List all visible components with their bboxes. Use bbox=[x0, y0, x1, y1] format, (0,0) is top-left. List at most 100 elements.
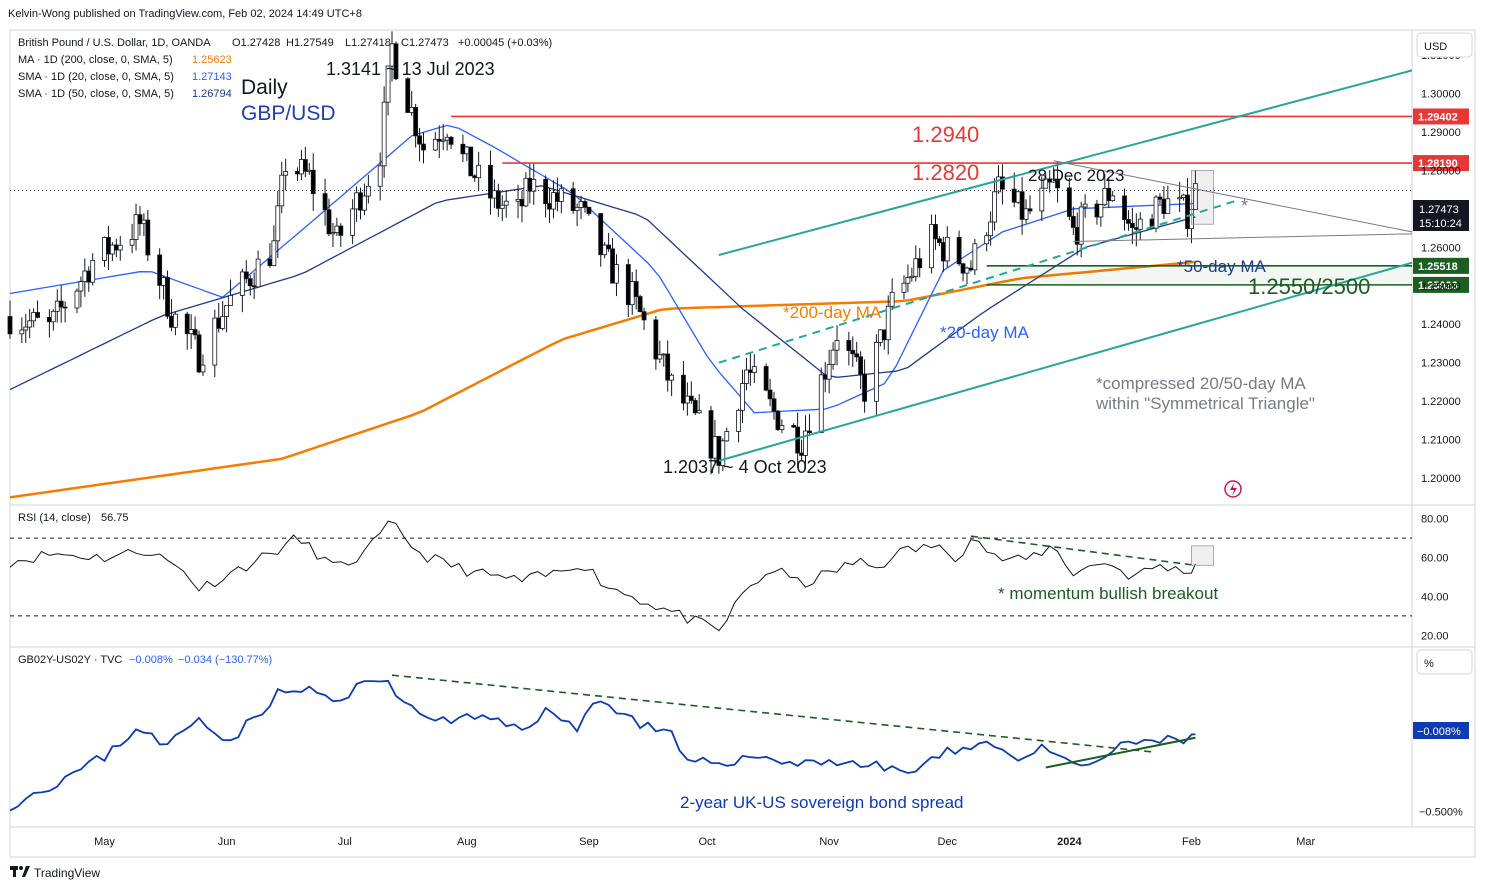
spread-legend[interactable]: GB02Y-US02Y · TVC bbox=[18, 654, 122, 666]
candle-up bbox=[740, 383, 745, 411]
candle-down bbox=[653, 319, 659, 360]
candle-down bbox=[791, 425, 797, 428]
level-tag-text: 1.25518 bbox=[1418, 261, 1458, 273]
candle-down bbox=[625, 264, 631, 306]
symbol-title[interactable]: British Pound / U.S. Dollar, 1D, OANDA bbox=[18, 37, 211, 49]
candle-up bbox=[161, 277, 166, 286]
footer-brand: TradingView bbox=[34, 866, 100, 880]
rsi-line bbox=[9, 520, 1196, 632]
candle-down bbox=[137, 214, 143, 225]
candle-up bbox=[818, 374, 824, 433]
candle-down bbox=[767, 389, 773, 400]
sma20-legend[interactable]: SMA · 1D (20, close, 0, SMA, 5) bbox=[18, 71, 174, 83]
candle-down bbox=[413, 107, 419, 137]
candle-up bbox=[669, 374, 675, 381]
candle-down bbox=[1011, 188, 1017, 203]
candle-up bbox=[531, 179, 537, 192]
candle-down bbox=[641, 311, 647, 321]
candle-up bbox=[984, 235, 990, 245]
spread-unit-button[interactable] bbox=[1416, 649, 1473, 675]
annotation-r1: 1.2940 bbox=[912, 122, 979, 147]
spread-downtrend-line bbox=[391, 674, 1153, 753]
last-price-tag bbox=[1413, 200, 1469, 231]
candle-up bbox=[515, 198, 521, 202]
candle-down bbox=[940, 242, 946, 262]
timeframe-label: Daily bbox=[241, 76, 288, 99]
spread-unit-label: % bbox=[1424, 658, 1434, 670]
ma200-legend[interactable]: MA · 1D (200, close, 0, SMA, 5) bbox=[18, 54, 173, 66]
sma50-legend[interactable]: SMA · 1D (50, close, 0, SMA, 5) bbox=[18, 88, 174, 100]
candle-down bbox=[165, 277, 170, 317]
candle-down bbox=[933, 224, 938, 240]
candle-up bbox=[365, 185, 371, 197]
candle-down bbox=[86, 270, 92, 283]
candle-down bbox=[960, 263, 966, 274]
candle-down bbox=[799, 452, 804, 456]
candle-down bbox=[1094, 203, 1100, 218]
tradingview-logo[interactable] bbox=[10, 866, 30, 877]
annotation-star: * bbox=[1241, 196, 1248, 216]
candle-up bbox=[1165, 198, 1171, 214]
annotation-ma200: *200-day MA bbox=[783, 303, 882, 322]
candle-up bbox=[661, 353, 667, 356]
annotation-note-line2: within "Symmetrical Triangle" bbox=[1095, 394, 1315, 413]
ohlc-change: +0.00045 (+0.03%) bbox=[458, 37, 552, 49]
candle-up bbox=[212, 317, 218, 366]
candle-up bbox=[377, 165, 383, 187]
candle-up bbox=[78, 281, 84, 292]
candle-down bbox=[610, 248, 615, 284]
candle-down bbox=[46, 317, 52, 323]
candle-up bbox=[491, 190, 497, 199]
candle-up bbox=[362, 195, 367, 211]
candle-up bbox=[736, 409, 741, 432]
x-tick-label: Jun bbox=[218, 836, 236, 848]
candle-up bbox=[354, 192, 359, 210]
candle-down bbox=[35, 312, 40, 318]
candle-down bbox=[570, 188, 576, 211]
candle-up bbox=[1039, 187, 1045, 212]
candle-down bbox=[184, 313, 190, 335]
level-tag-text: 1.25023 bbox=[1418, 280, 1458, 292]
level-tag-text: 1.28190 bbox=[1418, 158, 1458, 170]
candle-up bbox=[228, 295, 233, 306]
candle-up bbox=[499, 204, 505, 209]
candle-up bbox=[476, 164, 482, 179]
candle-up bbox=[826, 364, 832, 380]
candle-up bbox=[901, 282, 907, 293]
candle-up bbox=[50, 310, 56, 323]
x-tick-label: Sep bbox=[579, 836, 599, 848]
candle-down bbox=[1129, 222, 1135, 229]
spread-tick-label: −0.500% bbox=[1419, 806, 1463, 818]
currency-button[interactable] bbox=[1416, 32, 1473, 58]
rsi-tick-label: 20.00 bbox=[1421, 630, 1449, 642]
candle-down bbox=[169, 315, 174, 328]
candle-up bbox=[141, 219, 147, 225]
candle-up bbox=[720, 440, 726, 466]
candle-up bbox=[117, 244, 123, 251]
candle-up bbox=[602, 244, 608, 256]
candle-down bbox=[405, 78, 411, 113]
candle-up bbox=[275, 205, 281, 242]
y-tick-label: 1.23000 bbox=[1421, 358, 1461, 370]
candle-down bbox=[858, 356, 864, 375]
candle-up bbox=[385, 65, 391, 103]
candle-down bbox=[956, 237, 962, 265]
candle-up bbox=[409, 107, 415, 113]
candle-down bbox=[917, 258, 923, 269]
candle-up bbox=[102, 237, 107, 261]
candle-up bbox=[779, 425, 785, 431]
candle-down bbox=[681, 374, 686, 404]
candle-up bbox=[1078, 206, 1084, 245]
candle-down bbox=[1133, 227, 1139, 230]
candle-down bbox=[58, 300, 64, 308]
candle-down bbox=[598, 213, 604, 256]
rsi-legend[interactable]: RSI (14, close) bbox=[18, 512, 91, 524]
candle-up bbox=[334, 225, 340, 233]
candle-down bbox=[495, 190, 501, 209]
candle-down bbox=[586, 206, 592, 214]
candle-down bbox=[393, 43, 399, 80]
lightning-icon[interactable] bbox=[1224, 480, 1242, 498]
level-tag-text: 1.29402 bbox=[1418, 111, 1458, 123]
candle-down bbox=[854, 353, 860, 358]
